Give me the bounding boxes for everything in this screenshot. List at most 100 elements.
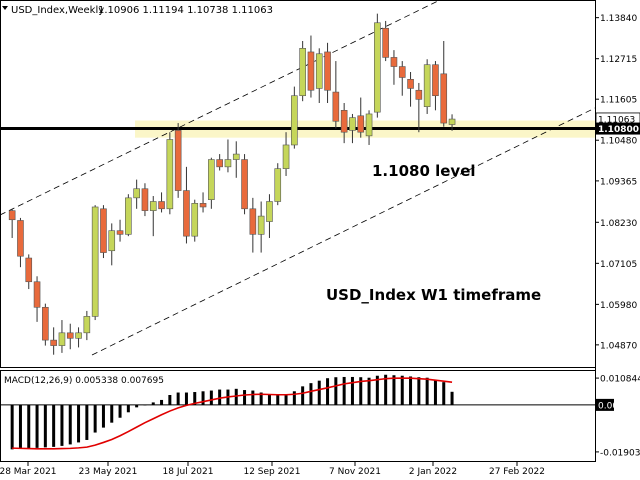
macd-histogram-bar xyxy=(417,377,421,405)
price-tick-label: 1.11605 xyxy=(600,96,637,106)
candle xyxy=(448,114,456,131)
candle-body xyxy=(83,316,91,334)
candle xyxy=(191,199,199,242)
macd-histogram-bar xyxy=(18,404,22,449)
candle xyxy=(249,197,257,253)
candle-body xyxy=(374,22,381,113)
candle-body xyxy=(116,230,124,235)
macd-histogram-bar xyxy=(334,377,338,405)
macd-signal-line xyxy=(12,377,453,450)
candle xyxy=(108,223,116,266)
macd-histogram-bar xyxy=(201,391,205,405)
candle-body xyxy=(141,188,149,211)
candle xyxy=(224,139,232,173)
macd-histogram-bar xyxy=(342,376,346,405)
macd-histogram-bar xyxy=(259,392,263,405)
macd-histogram-bar xyxy=(101,404,105,428)
candle-body xyxy=(398,66,406,78)
date-tick-label: 28 Mar 2021 xyxy=(0,467,57,477)
candle xyxy=(307,35,315,98)
candle-body xyxy=(382,27,389,58)
candle-body xyxy=(448,118,456,125)
candle xyxy=(266,194,273,238)
macd-histogram-bar xyxy=(309,383,313,405)
candle-body xyxy=(282,144,290,169)
candle-body xyxy=(149,201,157,211)
candle xyxy=(125,194,132,237)
macd-histogram-bar xyxy=(442,382,446,405)
candle-body xyxy=(315,53,323,89)
candle xyxy=(149,196,157,237)
macd-histogram-bar xyxy=(35,404,39,448)
dropdown-triangle-icon[interactable] xyxy=(2,6,8,10)
macd-histogram-bar xyxy=(126,404,130,413)
date-tick-label: 12 Sep 2021 xyxy=(243,467,300,477)
candle-body xyxy=(423,64,431,107)
candle xyxy=(340,103,348,144)
candle xyxy=(390,50,398,85)
candle-body xyxy=(75,332,82,339)
candle-body xyxy=(183,190,190,237)
candle-body xyxy=(349,117,356,131)
candle xyxy=(241,154,248,215)
candle xyxy=(216,154,223,171)
macd-histogram-bar xyxy=(52,404,56,447)
symbol-label: USD_Index,Weekly xyxy=(11,5,104,16)
candle-body xyxy=(199,203,207,208)
macd-panel-frame xyxy=(0,370,596,462)
macd-histogram-bar xyxy=(168,395,172,405)
macd-histogram-bar xyxy=(118,404,122,418)
candle xyxy=(315,48,323,104)
candle xyxy=(174,123,182,198)
candle-body xyxy=(108,230,116,252)
candle xyxy=(83,310,91,341)
macd-histogram-bar xyxy=(43,404,47,448)
price-tick-label: 1.09365 xyxy=(600,177,637,187)
macd-histogram-bar xyxy=(110,404,114,423)
main-panel-frame xyxy=(0,0,596,368)
current-price-label: 1.11063 xyxy=(598,115,635,125)
macd-histogram-bar xyxy=(10,404,14,450)
candle xyxy=(415,82,423,133)
macd-histogram-bar xyxy=(60,404,64,446)
candle xyxy=(332,61,340,129)
price-tick-label: 1.05980 xyxy=(600,301,637,311)
candle xyxy=(407,72,414,107)
candle-body xyxy=(8,210,16,221)
macd-histogram-bar xyxy=(27,404,31,449)
candle xyxy=(58,320,66,353)
candle-body xyxy=(25,257,33,283)
candle-body xyxy=(58,332,66,346)
macd-tick-label: 0.010844 xyxy=(600,375,640,385)
candle-body xyxy=(191,203,199,237)
macd-histogram-bar xyxy=(251,390,255,405)
candle-body xyxy=(357,115,365,133)
candle xyxy=(440,41,448,127)
date-tick-label: 27 Feb 2022 xyxy=(489,467,545,477)
price-tick-label: 1.04870 xyxy=(600,341,637,351)
candle-body xyxy=(208,159,215,200)
macd-histogram-bar xyxy=(450,391,454,405)
level-price-label: 1.10800 xyxy=(598,125,639,135)
macd-histogram-bar xyxy=(151,402,155,405)
candle xyxy=(423,59,431,114)
candle-body xyxy=(232,153,240,160)
candle-body xyxy=(274,168,282,202)
candle xyxy=(208,157,215,209)
candle-body xyxy=(50,339,57,346)
candle xyxy=(232,141,240,178)
macd-histogram-bar xyxy=(375,375,379,405)
candle xyxy=(274,163,282,206)
candle xyxy=(324,42,331,104)
candle-body xyxy=(249,208,257,235)
candle-body xyxy=(324,51,331,91)
macd-histogram-bar xyxy=(359,377,363,405)
candle-body xyxy=(365,113,373,137)
candle xyxy=(166,132,174,215)
macd-zero-label: 0.00 xyxy=(598,401,618,411)
macd-histogram-bar xyxy=(425,377,429,405)
candle-body xyxy=(257,215,265,235)
